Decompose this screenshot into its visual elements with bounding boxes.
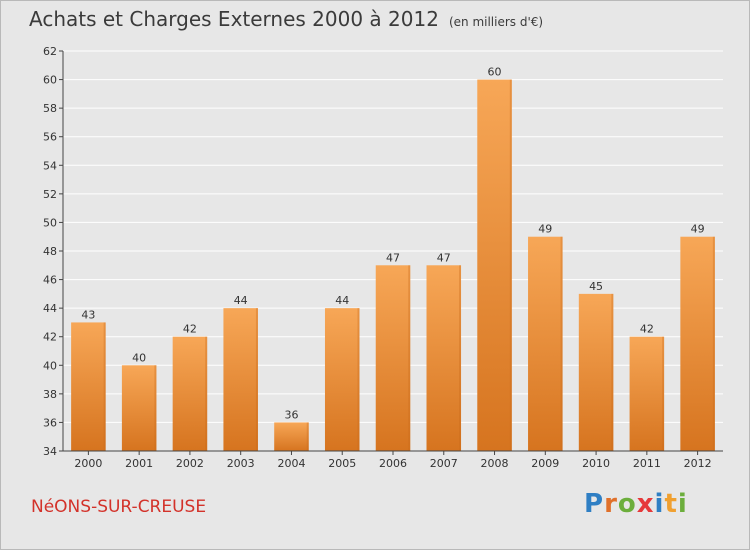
- bar-2009: [528, 236, 563, 451]
- data-label-2004: 36: [284, 408, 298, 421]
- y-tick-label: 56: [43, 131, 57, 144]
- y-tick-label: 34: [43, 445, 57, 458]
- bar-2012: [680, 236, 715, 451]
- bar-2003: [223, 308, 258, 451]
- data-label-2002: 42: [183, 323, 197, 336]
- bar-2004: [274, 422, 309, 451]
- y-tick-label: 36: [43, 416, 57, 429]
- y-tick-label: 58: [43, 102, 57, 115]
- x-tick-label-2001: 2001: [125, 457, 153, 470]
- x-tick-label-2000: 2000: [74, 457, 102, 470]
- bar-shade-2003: [255, 308, 258, 451]
- logo-letter: t: [664, 489, 678, 519]
- x-tick-label-2012: 2012: [684, 457, 712, 470]
- x-tick-label-2005: 2005: [328, 457, 356, 470]
- bar-2002: [172, 336, 208, 451]
- y-tick-label: 60: [43, 74, 57, 87]
- bar-shade-2012: [712, 236, 715, 451]
- y-tick-label: 44: [43, 302, 57, 315]
- bars: [71, 79, 715, 452]
- data-label-2001: 40: [132, 351, 146, 364]
- logo-letter: i: [654, 489, 665, 519]
- bar-2005: [324, 308, 360, 451]
- data-label-2008: 60: [488, 66, 502, 79]
- logo-letter: o: [617, 489, 637, 519]
- y-tick-label: 42: [43, 331, 57, 344]
- y-tick-label: 40: [43, 359, 57, 372]
- bar-2006: [375, 265, 411, 451]
- data-label-2009: 49: [538, 223, 552, 236]
- axes: 34 36 38 40 42 44 46 48 50 52 54 56 58 60 62 2000 2001 20…: [43, 45, 723, 470]
- y-tick-label: 52: [43, 188, 57, 201]
- bar-2008: [477, 79, 512, 452]
- y-tick-label: 48: [43, 245, 57, 258]
- logo-letter: x: [636, 489, 655, 519]
- bar-shade-2006: [408, 265, 411, 451]
- data-label-2006: 47: [386, 251, 400, 264]
- y-tick-label: 46: [43, 274, 57, 287]
- chart-title: Achats et Charges Externes 2000 à 2012 (e…: [29, 7, 543, 31]
- y-tick-label: 50: [43, 216, 57, 229]
- bar-2010: [578, 293, 614, 451]
- y-tick-label: 54: [43, 159, 57, 172]
- bar-2011: [629, 336, 665, 451]
- x-tick-label-2004: 2004: [277, 457, 305, 470]
- x-tick-label-2011: 2011: [633, 457, 661, 470]
- logo-letter: P: [584, 489, 605, 519]
- data-label-2000: 43: [81, 308, 95, 321]
- logo-letter: i: [677, 489, 688, 519]
- bar-shade-2009: [560, 236, 563, 451]
- y-tick-label: 62: [43, 45, 57, 58]
- commune-name: NéONS-SUR-CREUSE: [31, 497, 207, 517]
- bar-shade-2004: [306, 422, 309, 451]
- data-labels: 43 40 42 44 36 44 47 47 60 49 45 42 49: [81, 66, 704, 422]
- bar-shade-2008: [509, 79, 512, 452]
- x-tick-label-2010: 2010: [582, 457, 610, 470]
- data-label-2011: 42: [640, 323, 654, 336]
- data-label-2003: 44: [234, 294, 248, 307]
- bar-shade-2005: [357, 308, 360, 451]
- x-tick-label-2003: 2003: [227, 457, 255, 470]
- y-tick-label: 38: [43, 388, 57, 401]
- bar-shade-2010: [611, 293, 614, 451]
- bar-shade-2007: [459, 265, 462, 451]
- x-tick-label-2008: 2008: [481, 457, 509, 470]
- bar-shade-2011: [662, 336, 665, 451]
- bar-2000: [71, 322, 106, 451]
- logo-letter: r: [604, 489, 618, 519]
- data-label-2005: 44: [335, 294, 349, 307]
- data-label-2012: 49: [691, 223, 705, 236]
- bar-shade-2000: [103, 322, 106, 451]
- x-tick-label-2007: 2007: [430, 457, 458, 470]
- bar-2001: [121, 365, 157, 451]
- bar-shade-2002: [205, 336, 208, 451]
- x-tick-label-2009: 2009: [531, 457, 559, 470]
- x-tick-label-2002: 2002: [176, 457, 204, 470]
- bar-2007: [426, 265, 462, 451]
- x-tick-label-2006: 2006: [379, 457, 407, 470]
- chart-title-text: Achats et Charges Externes 2000 à 2012: [29, 7, 439, 31]
- proxiti-logo: Proxiti: [584, 489, 688, 519]
- chart-unit: (en milliers d'€): [448, 15, 544, 29]
- data-label-2007: 47: [437, 251, 451, 264]
- bar-shade-2001: [154, 365, 157, 451]
- data-label-2010: 45: [589, 280, 603, 293]
